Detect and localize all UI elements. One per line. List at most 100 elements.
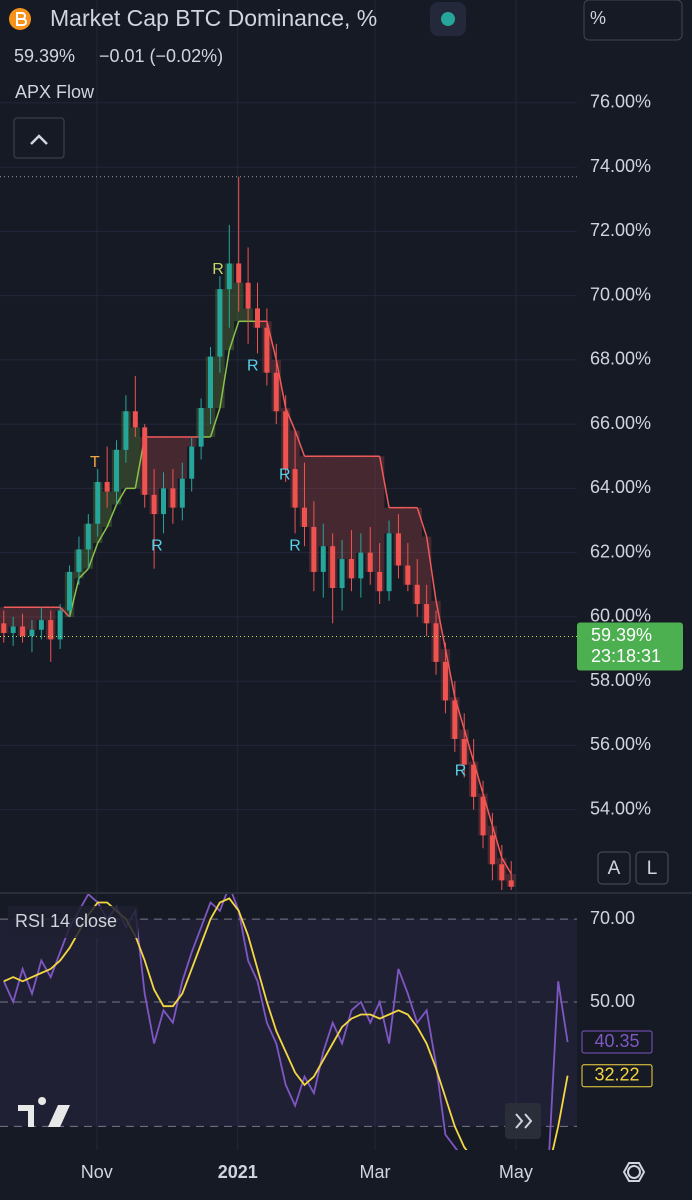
band-fill — [177, 436, 188, 479]
band-line — [228, 321, 240, 351]
band-line — [378, 456, 390, 508]
rsi-pane — [0, 894, 577, 1150]
y-tick-label: 58.00% — [590, 670, 651, 690]
y-tick-label: 64.00% — [590, 477, 651, 497]
btc-icon-glyph — [16, 12, 27, 26]
candle-body — [395, 533, 401, 566]
band-fill — [318, 456, 328, 547]
candle-body — [292, 469, 298, 508]
candle-body — [264, 327, 270, 373]
y-tick-label: 66.00% — [590, 413, 651, 433]
y-tick-label: 68.00% — [590, 349, 651, 369]
symbol-title: Market Cap BTC Dominance, % — [50, 5, 377, 31]
candle-body — [179, 478, 185, 508]
candle-body — [10, 626, 16, 633]
candle-body — [348, 559, 354, 579]
auto-scale-label: A — [608, 858, 621, 879]
band-fill — [374, 456, 385, 592]
candle-body — [1, 623, 7, 633]
candle-body — [189, 446, 195, 479]
band-line — [444, 648, 456, 698]
candle-body — [339, 559, 345, 588]
x-tick-label: Nov — [81, 1162, 113, 1182]
candle-body — [471, 764, 477, 797]
band-line — [501, 857, 512, 875]
band-line — [435, 600, 447, 650]
band-line — [463, 729, 475, 762]
last-price: 59.39% — [14, 46, 75, 66]
candle-body — [424, 604, 430, 624]
log-scale-label: L — [647, 858, 658, 879]
status-dot — [441, 12, 455, 26]
candle-body — [217, 289, 223, 357]
grid — [0, 0, 577, 1150]
band-line — [275, 359, 287, 409]
scroll-icon — [515, 1113, 533, 1129]
y-tick-label: 74.00% — [590, 156, 651, 176]
band-line — [209, 407, 221, 438]
rsi-tick-label: 70.00 — [590, 908, 635, 928]
candle-body — [170, 488, 176, 508]
candle-body — [405, 565, 411, 585]
candle-body — [283, 411, 289, 470]
y-tick-label: 54.00% — [590, 798, 651, 818]
candle-body — [104, 481, 110, 492]
candle-body — [76, 549, 82, 572]
band-fill — [102, 491, 112, 527]
price-tag-countdown: 23:18:31 — [591, 646, 661, 666]
log-scale-button[interactable] — [635, 851, 669, 885]
candle-body — [254, 308, 260, 328]
band-fill — [346, 456, 357, 579]
candle-body — [48, 620, 54, 640]
rsi-last-box — [581, 1030, 653, 1054]
band-line — [416, 507, 428, 537]
band-line — [87, 542, 99, 569]
price-tag-label: 59.39% — [591, 625, 652, 645]
auto-scale-button[interactable] — [597, 851, 631, 885]
band-line — [294, 430, 306, 457]
band-fill — [421, 536, 432, 624]
candle-body — [499, 864, 505, 881]
annotation: R — [212, 261, 224, 278]
candle-body — [461, 738, 467, 765]
candle-body — [142, 427, 148, 495]
band-fill — [158, 436, 169, 489]
indicator-name: APX Flow — [15, 82, 95, 102]
candle-body — [320, 546, 326, 572]
price-change: −0.01 (−0.02%) — [99, 46, 223, 66]
candle-body — [57, 610, 63, 640]
band-line — [491, 825, 503, 859]
candle-body — [433, 623, 439, 662]
candle-body — [273, 372, 279, 412]
candle-body — [198, 408, 204, 447]
axis: 76.00% 74.00% 72.00% 70.00% 68.00% 66.00% 64.0… — [81, 92, 683, 1182]
unit-button[interactable] — [583, 0, 683, 41]
candle-body — [67, 571, 73, 611]
candle-body — [208, 356, 214, 409]
candle-body — [85, 523, 91, 550]
band-line — [219, 350, 231, 409]
band-fill — [130, 427, 141, 489]
tradingview-logo — [18, 1097, 70, 1127]
y-tick-label: 60.00% — [590, 606, 651, 626]
candle-body — [367, 552, 373, 572]
band-line — [115, 487, 127, 505]
collapse-button[interactable] — [13, 117, 65, 159]
band-line — [78, 568, 89, 579]
annotation: T — [90, 454, 100, 471]
x-tick-label: May — [499, 1162, 533, 1182]
settings-icon[interactable] — [627, 1165, 641, 1179]
band-fill — [27, 607, 37, 630]
candle-body — [245, 282, 251, 309]
candle-body — [386, 533, 392, 592]
annotation: R — [247, 358, 259, 375]
band-line — [106, 504, 118, 528]
candle-body — [38, 620, 44, 630]
band-line — [97, 526, 108, 544]
x-tick-label: Mar — [359, 1162, 390, 1182]
annotation: R — [151, 537, 163, 554]
candle-body — [480, 796, 486, 836]
candle-body — [330, 546, 336, 588]
